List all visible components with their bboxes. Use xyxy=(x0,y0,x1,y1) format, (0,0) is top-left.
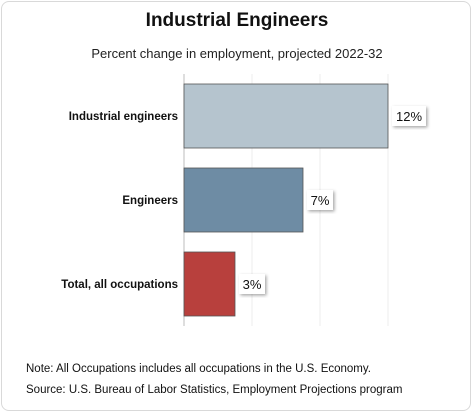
chart-title: Industrial Engineers xyxy=(145,10,329,31)
chart-source: Source: U.S. Bureau of Labor Statistics,… xyxy=(26,384,403,396)
bars xyxy=(183,83,389,317)
chart-subtitle: Percent change in employment, projected … xyxy=(91,46,383,61)
bar-total-all-occupations xyxy=(183,251,236,317)
chart-note: Note: All Occupations includes all occup… xyxy=(26,363,371,375)
category-label: Engineers xyxy=(122,195,178,207)
value-label: 12% xyxy=(392,106,426,126)
value-label-box xyxy=(239,274,265,294)
value-label-text: 12% xyxy=(396,109,422,124)
value-label-box xyxy=(392,106,426,126)
value-label-text: 3% xyxy=(243,277,262,292)
category-label: Total, all occupations xyxy=(61,279,178,291)
value-label: 7% xyxy=(307,190,333,210)
value-label: 3% xyxy=(239,274,265,294)
value-label-box xyxy=(307,190,333,210)
bar-industrial-engineers xyxy=(183,83,389,149)
category-label: Industrial engineers xyxy=(69,111,178,123)
value-label-text: 7% xyxy=(311,193,330,208)
labels: Industrial engineers 12% Engineers 7% Total,… xyxy=(61,106,426,294)
bar-engineers xyxy=(183,167,304,233)
